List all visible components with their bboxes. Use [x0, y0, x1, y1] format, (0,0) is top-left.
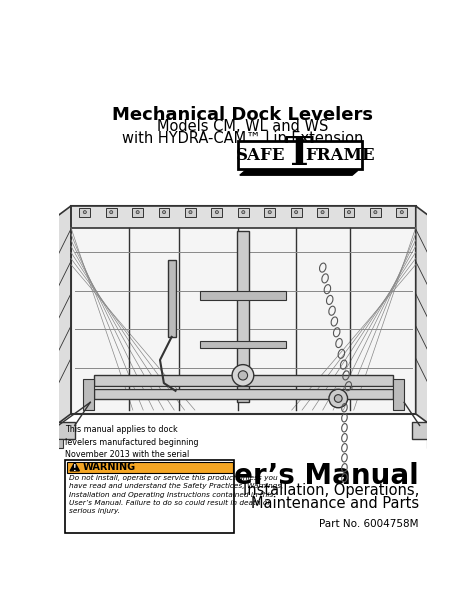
Circle shape — [334, 395, 342, 402]
Text: Installation, Operations,: Installation, Operations, — [243, 483, 419, 498]
Bar — [396, 208, 407, 217]
Bar — [370, 208, 381, 217]
Bar — [94, 389, 392, 398]
Circle shape — [321, 211, 324, 214]
Polygon shape — [240, 170, 357, 175]
Bar — [168, 260, 175, 337]
Circle shape — [136, 211, 139, 214]
Bar — [71, 206, 416, 227]
Bar — [80, 208, 90, 217]
Circle shape — [268, 211, 271, 214]
Bar — [392, 379, 404, 410]
Text: Do not install, operate or service this product unless you
have read and underst: Do not install, operate or service this … — [69, 474, 283, 514]
Circle shape — [242, 211, 245, 214]
Bar — [185, 208, 196, 217]
Circle shape — [347, 211, 350, 214]
Bar — [264, 208, 275, 217]
Text: SAFE: SAFE — [236, 147, 285, 164]
Circle shape — [232, 365, 254, 386]
Circle shape — [400, 211, 403, 214]
Circle shape — [374, 211, 377, 214]
Text: Models CM, WL and WS: Models CM, WL and WS — [157, 119, 328, 134]
Text: !: ! — [73, 464, 77, 473]
Circle shape — [295, 211, 298, 214]
Circle shape — [329, 389, 347, 408]
Bar — [237, 142, 362, 169]
Text: T: T — [285, 135, 314, 173]
Bar — [40, 438, 63, 447]
Bar — [412, 422, 447, 438]
Bar — [201, 341, 285, 348]
Bar — [428, 438, 451, 447]
Text: FRAME: FRAME — [305, 147, 374, 164]
Text: with HYDRA-CAM™ Lip Extension: with HYDRA-CAM™ Lip Extension — [122, 131, 364, 145]
Bar — [317, 208, 328, 217]
Text: Mechanical Dock Levelers: Mechanical Dock Levelers — [112, 106, 374, 124]
Bar — [94, 375, 392, 386]
Bar — [159, 208, 170, 217]
Bar — [344, 208, 355, 217]
Bar — [211, 208, 222, 217]
Bar — [82, 379, 94, 410]
Bar — [237, 232, 249, 402]
Circle shape — [83, 211, 86, 214]
Bar — [67, 462, 233, 473]
Polygon shape — [40, 206, 71, 437]
Text: User’s Manual: User’s Manual — [195, 462, 419, 490]
Polygon shape — [70, 462, 80, 471]
Bar — [65, 460, 235, 533]
Circle shape — [215, 211, 219, 214]
Bar — [40, 422, 75, 438]
Polygon shape — [416, 206, 447, 437]
Text: Part No. 6004758M: Part No. 6004758M — [319, 519, 419, 528]
Bar — [106, 208, 117, 217]
Bar — [201, 291, 285, 300]
Circle shape — [109, 211, 113, 214]
Circle shape — [189, 211, 192, 214]
Bar — [132, 208, 143, 217]
Bar — [71, 206, 416, 414]
Bar — [291, 208, 301, 217]
Text: Maintenance and Parts: Maintenance and Parts — [251, 495, 419, 511]
Text: WARNING: WARNING — [82, 462, 136, 473]
Circle shape — [238, 371, 247, 380]
Bar — [238, 208, 249, 217]
Circle shape — [163, 211, 165, 214]
Text: This manual applies to dock
levelers manufactured beginning
November 2013 with t: This manual applies to dock levelers man… — [65, 425, 199, 472]
